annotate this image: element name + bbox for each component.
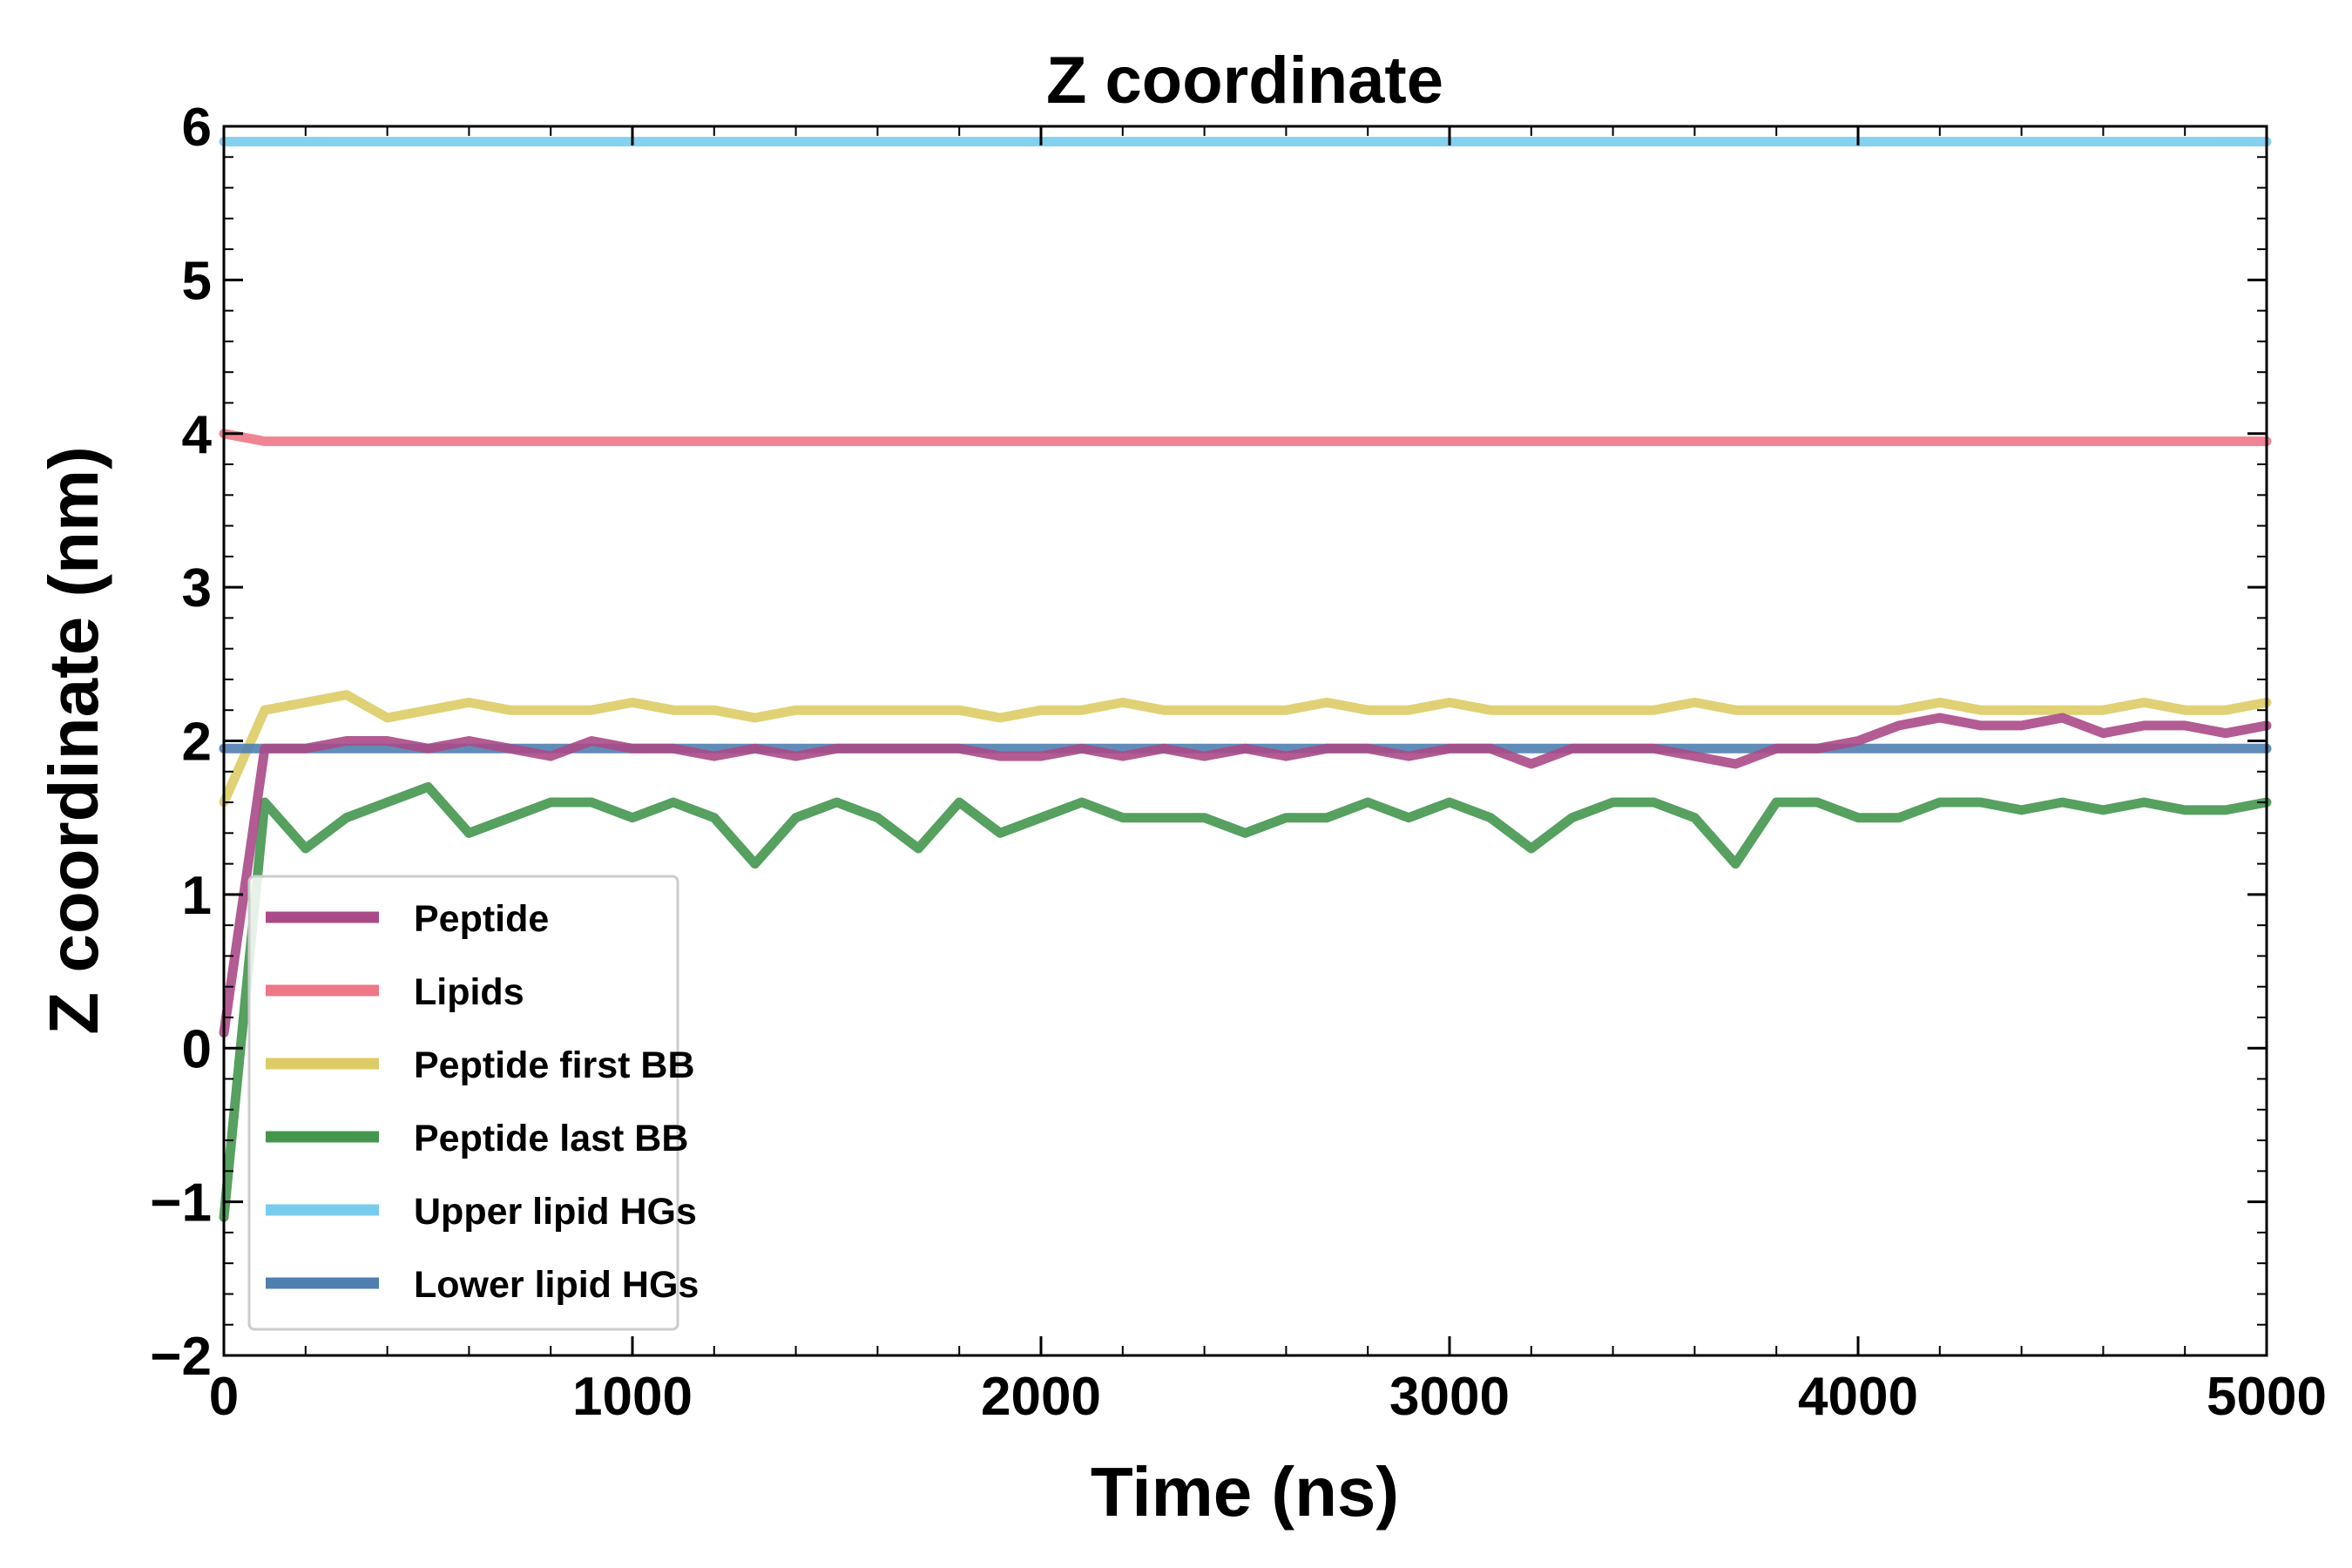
x-tick-label: 4000: [1798, 1367, 1918, 1427]
x-tick-label: 2000: [981, 1367, 1101, 1427]
y-tick-label: 5: [182, 251, 212, 311]
chart-title: Z coordinate: [1046, 44, 1443, 118]
legend-label: Peptide: [414, 898, 549, 940]
y-tick-label: 4: [182, 405, 213, 465]
legend-label: Peptide first BB: [414, 1044, 695, 1086]
y-tick-label: 3: [182, 558, 212, 618]
ticks-layer: 0 1000 2000 3000 4000 5000 −2 −1 0 1 2 3 4 5 6: [150, 98, 2327, 1427]
legend-box: [247, 875, 679, 1331]
x-tick-label: 1000: [572, 1367, 693, 1427]
x-tick-label: 3000: [1389, 1367, 1510, 1427]
legend-label: Lower lipid HGs: [414, 1264, 699, 1306]
y-tick-label: 1: [182, 866, 212, 926]
legend-label: Peptide last BB: [414, 1118, 688, 1159]
series-layer: [219, 137, 2272, 1222]
y-axis-title: Z coordinate (nm): [35, 446, 112, 1035]
legend: Peptide Lipids Peptide first BB Peptide las…: [247, 875, 699, 1331]
series-line-lipids: [219, 429, 2272, 447]
y-tick-label: −2: [150, 1327, 212, 1387]
x-axis-title: Time (ns): [1091, 1453, 1399, 1531]
x-tick-label: 0: [209, 1367, 239, 1427]
plot-frame: [222, 125, 2268, 1357]
series-line-peptide-first-bb: [219, 690, 2272, 808]
x-tick-label: 5000: [2207, 1367, 2327, 1427]
y-tick-label: −1: [150, 1173, 212, 1233]
legend-label: Lipids: [414, 971, 524, 1013]
y-tick-label: 6: [182, 98, 212, 158]
y-tick-label: 0: [182, 1019, 212, 1079]
series-line-peptide-last-bb: [219, 781, 2272, 1222]
legend-label: Upper lipid HGs: [414, 1191, 697, 1233]
series-line-peptide: [219, 713, 2272, 1038]
y-tick-label: 2: [182, 713, 212, 773]
